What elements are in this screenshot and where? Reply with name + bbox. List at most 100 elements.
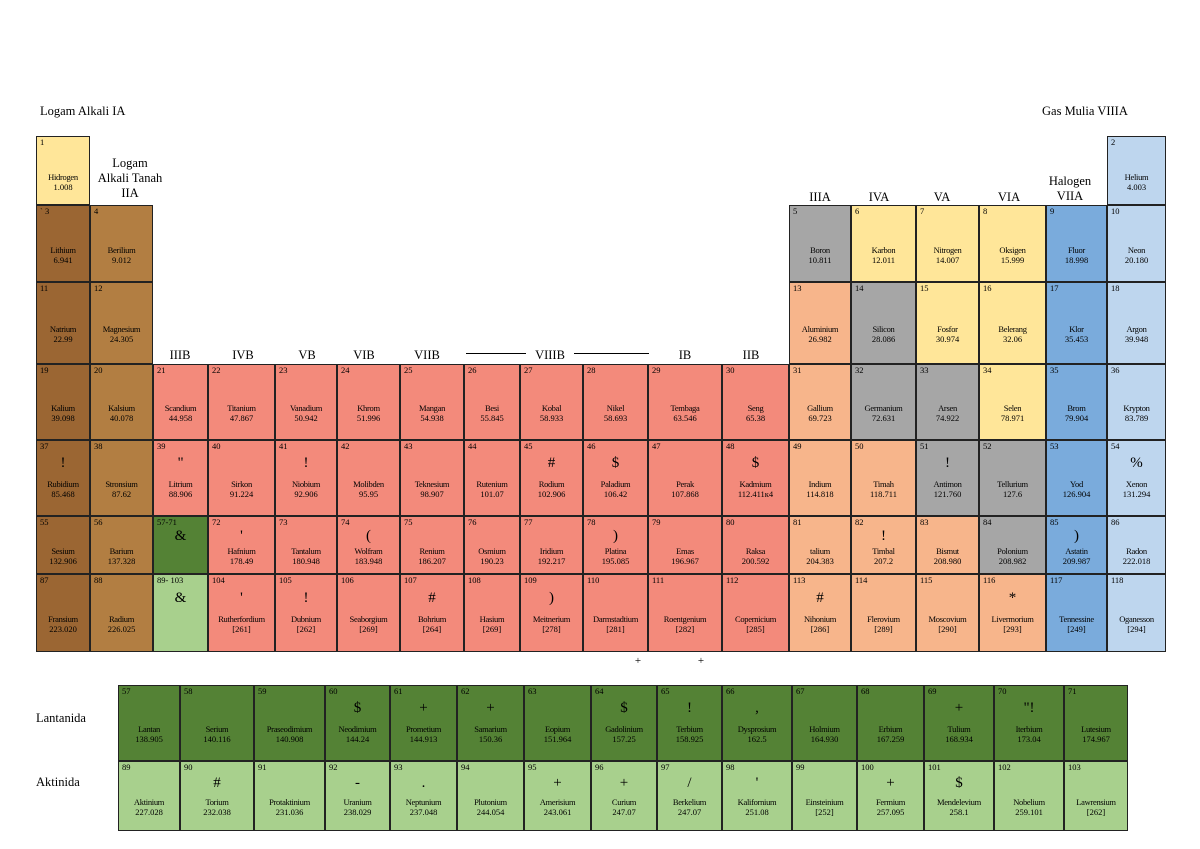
atomic-mass: 85.468 <box>51 489 75 499</box>
atomic-number: 29 <box>652 365 661 375</box>
element-name: Fosfor <box>937 324 958 334</box>
element-name: Plutonium <box>474 797 507 807</box>
element-cell: 20 Kalsium 40.078 <box>90 364 153 440</box>
atomic-mass: 127.6 <box>1002 489 1023 499</box>
atomic-number: 64 <box>595 686 604 696</box>
atomic-number: 26 <box>468 365 477 375</box>
element-mark: * <box>1008 590 1017 606</box>
atomic-number: 35 <box>1050 365 1059 375</box>
element-cell: 105! Dubnium [262] <box>275 574 337 652</box>
element-mark: " <box>177 455 184 471</box>
atomic-mass: 126.904 <box>1062 489 1091 499</box>
element-cell: 107 # Bohrium [264] <box>400 574 464 652</box>
atomic-number: 93 <box>394 762 403 772</box>
element-cell: 64 $ Gadolinium 157.25 <box>591 685 657 761</box>
element-name: Wolfram <box>354 546 383 556</box>
element-cell: 14 Silicon 28.086 <box>851 282 916 364</box>
element-cell: 65! Terbium 158.925 <box>657 685 722 761</box>
element-cell: 47 Perak 107.868 <box>648 440 722 516</box>
group-label-iia: Logam Alkali Tanah IIA <box>97 156 163 200</box>
element-name: talium <box>810 546 830 556</box>
atomic-mass: 78.971 <box>1000 413 1025 423</box>
element-name: Aluminium <box>801 324 839 334</box>
atomic-mass: 190.23 <box>480 556 504 566</box>
element-cell: 106 Seaborgium [269] <box>337 574 400 652</box>
element-name: Radon <box>1126 546 1147 556</box>
atomic-mass: 157.25 <box>612 734 636 744</box>
element-cell: 44 Rutenium 101.07 <box>464 440 520 516</box>
atomic-mass: 107.868 <box>671 489 699 499</box>
element-cell: 35 Brom 79.904 <box>1046 364 1107 440</box>
atomic-mass: 138.905 <box>135 734 163 744</box>
atomic-number: 22 <box>212 365 221 375</box>
element-name: Yod <box>1070 479 1083 489</box>
atomic-mass: 106.42 <box>603 489 628 499</box>
element-cell: 56 Barium 137.328 <box>90 516 153 574</box>
element-cell: 34 Selen 78.971 <box>979 364 1046 440</box>
element-cell: 36 Krypton 83.789 <box>1107 364 1166 440</box>
atomic-mass: 180.948 <box>292 556 320 566</box>
atomic-number: 47 <box>652 441 661 451</box>
element-name: Xenon <box>1125 479 1148 489</box>
element-name: Mendelevium <box>937 797 981 807</box>
atomic-mass: 54.938 <box>420 413 444 423</box>
atomic-number: 10 <box>1111 206 1120 216</box>
element-name: Krypton <box>1123 403 1150 413</box>
atomic-number: 71 <box>1068 686 1077 696</box>
atomic-number: 99 <box>796 762 805 772</box>
atomic-number: 60 <box>329 686 338 696</box>
element-cell: 22 Titanium 47.867 <box>208 364 275 440</box>
element-cell: 49 Indium 114.818 <box>789 440 851 516</box>
element-mark: $ <box>611 455 620 471</box>
element-mark: ( <box>366 528 371 544</box>
element-mark: ' <box>240 528 243 544</box>
element-mark: - <box>355 775 360 791</box>
atomic-number: 115 <box>920 575 933 585</box>
atomic-number: 9 <box>1050 206 1055 216</box>
element-cell: 114 Flerovium [289] <box>851 574 916 652</box>
element-mark: + <box>553 775 562 791</box>
atomic-number: 82 <box>855 517 864 527</box>
atomic-mass: 144.913 <box>409 734 438 744</box>
atomic-number: 113 <box>793 575 806 585</box>
element-cell: 112 Copernicium [285] <box>722 574 789 652</box>
element-cell: 89 Aktinium 227.028 <box>118 761 180 831</box>
atomic-mass: [282] <box>675 624 695 634</box>
atomic-number: 104 <box>212 575 225 585</box>
atomic-mass: 40.078 <box>109 413 134 423</box>
element-cell: 43 Teknesium 98.907 <box>400 440 464 516</box>
atomic-mass: 167.259 <box>876 734 905 744</box>
element-name: Hasium <box>479 614 505 624</box>
element-name: Fermium <box>875 797 906 807</box>
atomic-mass: 208.982 <box>998 556 1027 566</box>
element-mark: ) <box>549 590 554 606</box>
atomic-mass: 151.964 <box>543 734 572 744</box>
element-cell: 31 Gallium 69.723 <box>789 364 851 440</box>
atomic-number: 111 <box>652 575 665 585</box>
atomic-mass: 39.948 <box>1124 334 1149 344</box>
actinide-row-label: Aktinida <box>36 775 80 789</box>
element-name: Indium <box>808 479 832 489</box>
element-name: Berilium <box>107 245 136 255</box>
element-cell: 62 + Samarium 150.36 <box>457 685 524 761</box>
atomic-mass: [289] <box>874 624 893 634</box>
element-cell: 52 Tellurium 127.6 <box>979 440 1046 516</box>
element-name: Livermorium <box>991 614 1034 624</box>
atomic-number: 67 <box>796 686 805 696</box>
element-name: Tembaga <box>670 403 700 413</box>
element-cell: 67 Holmium 164.930 <box>792 685 857 761</box>
element-name: Raksa <box>745 546 766 556</box>
element-name: Prometium <box>405 724 442 734</box>
element-cell: 45 # Rodium 102.906 <box>520 440 583 516</box>
element-name: Timah <box>873 479 894 489</box>
atomic-number: 25 <box>404 365 413 375</box>
atomic-mass: 92.906 <box>294 489 318 499</box>
atomic-mass: [269] <box>359 624 378 634</box>
atomic-number: 24 <box>341 365 350 375</box>
element-name: Curium <box>611 797 637 807</box>
element-cell: 75 Renium 186.207 <box>400 516 464 574</box>
element-name: Neptunium <box>405 797 442 807</box>
group-label-iiib: IIIB <box>169 348 191 362</box>
element-mark: / <box>687 775 692 791</box>
element-name: Rutenium <box>476 479 508 489</box>
